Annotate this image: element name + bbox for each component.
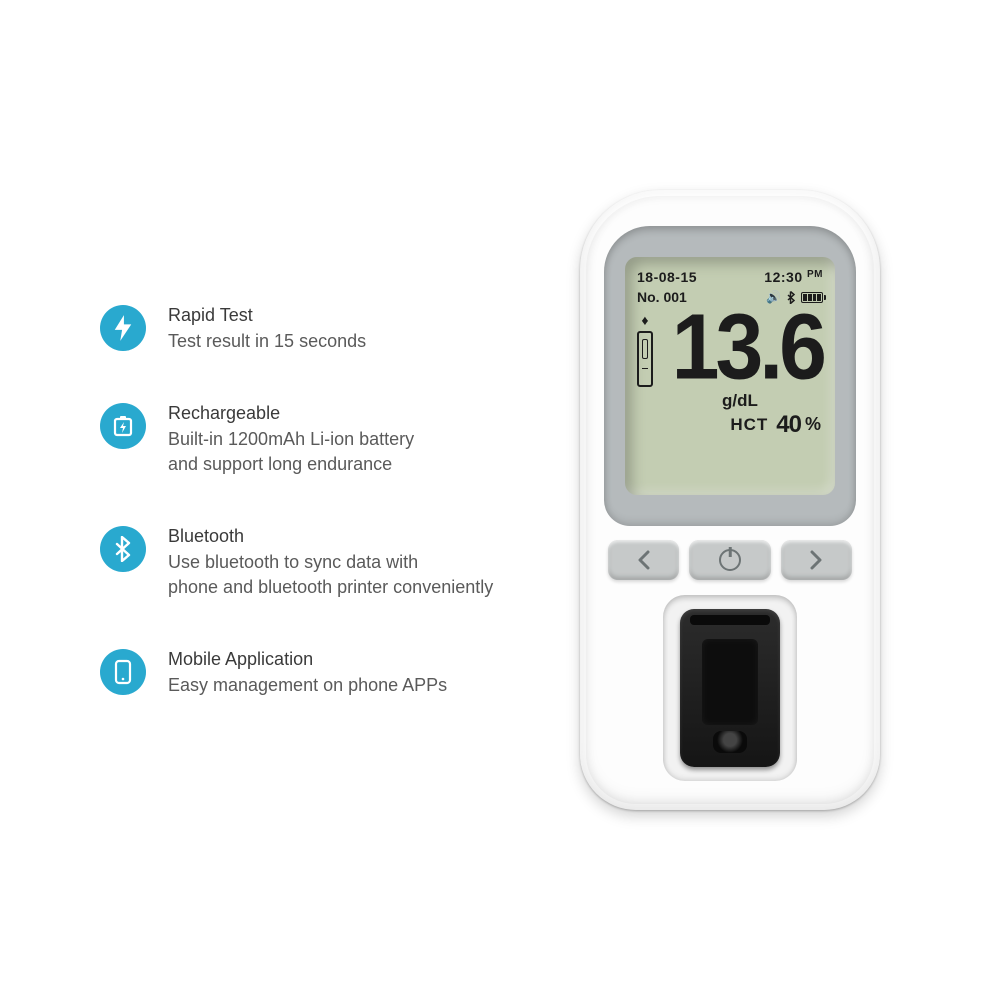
mobile-icon bbox=[100, 649, 146, 695]
feature-title: Bluetooth bbox=[168, 524, 493, 548]
feature-desc: Use bluetooth to sync data with phone an… bbox=[168, 550, 493, 599]
lcd-hct-pct: % bbox=[805, 414, 821, 435]
meter-body: 18-08-15 12:30 PM No. 001 🔊 bbox=[580, 190, 880, 810]
lcd-hct-value: 40 bbox=[776, 411, 801, 439]
device-illustration: 18-08-15 12:30 PM No. 001 🔊 bbox=[520, 190, 940, 810]
feature-title: Rechargeable bbox=[168, 401, 414, 425]
feature-title: Rapid Test bbox=[168, 303, 366, 327]
feature-rechargeable: Rechargeable Built-in 1200mAh Li-ion bat… bbox=[100, 401, 520, 476]
feature-desc: Test result in 15 seconds bbox=[168, 329, 366, 353]
prev-button[interactable] bbox=[608, 540, 679, 580]
feature-rapid-test: Rapid Test Test result in 15 seconds bbox=[100, 303, 520, 354]
bluetooth-icon bbox=[100, 526, 146, 572]
battery-charge-icon bbox=[100, 403, 146, 449]
power-icon bbox=[719, 549, 741, 571]
feature-list: Rapid Test Test result in 15 seconds Rec… bbox=[100, 303, 520, 698]
lcd-ampm: PM bbox=[807, 269, 823, 280]
meter-faceplate: 18-08-15 12:30 PM No. 001 🔊 bbox=[604, 226, 856, 526]
test-strip-icon bbox=[637, 331, 653, 387]
strip-port[interactable] bbox=[663, 595, 797, 781]
lcd-no-label: No. bbox=[637, 289, 660, 305]
feature-desc: Easy management on phone APPs bbox=[168, 673, 447, 697]
feature-desc: Built-in 1200mAh Li-ion battery and supp… bbox=[168, 427, 414, 476]
power-button[interactable] bbox=[689, 540, 771, 580]
feature-bluetooth: Bluetooth Use bluetooth to sync data wit… bbox=[100, 524, 520, 599]
lcd-screen: 18-08-15 12:30 PM No. 001 🔊 bbox=[625, 257, 835, 495]
feature-title: Mobile Application bbox=[168, 647, 447, 671]
next-button[interactable] bbox=[781, 540, 852, 580]
blood-drop-icon: ♦ bbox=[641, 313, 648, 327]
feature-mobile-app: Mobile Application Easy management on ph… bbox=[100, 647, 520, 698]
lcd-reading: 13.6 bbox=[659, 304, 823, 392]
bolt-icon bbox=[100, 305, 146, 351]
device-button-row bbox=[608, 540, 852, 580]
lcd-date: 18-08-15 bbox=[637, 269, 697, 285]
lcd-time: 12:30 bbox=[764, 269, 802, 285]
lcd-hct-label: HCT bbox=[730, 415, 768, 435]
strip-port-inner bbox=[680, 609, 780, 767]
